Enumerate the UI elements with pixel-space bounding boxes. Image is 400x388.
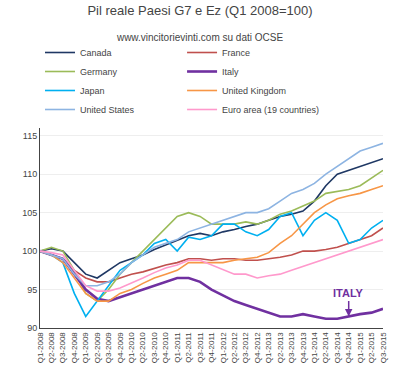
svg-text:Q1-2008: Q1-2008 [36,332,45,364]
svg-text:100: 100 [22,246,37,256]
svg-text:France: France [222,48,250,58]
svg-text:Q4-2011: Q4-2011 [207,332,216,363]
svg-text:www.vincitorievinti.com su dat: www.vincitorievinti.com su dati OCSE [116,32,283,43]
svg-text:Q1-2009: Q1-2009 [81,332,90,364]
svg-text:Q1-2011: Q1-2011 [173,332,182,363]
svg-text:Euro area (19 countries): Euro area (19 countries) [222,105,319,115]
svg-text:Q3-2015: Q3-2015 [379,332,388,364]
svg-text:Q1-2014: Q1-2014 [310,332,319,364]
svg-text:Q4-2014: Q4-2014 [344,332,353,364]
svg-text:Q3-2008: Q3-2008 [58,332,67,364]
svg-text:Q1-2015: Q1-2015 [356,332,365,364]
svg-text:Q4-2012: Q4-2012 [253,332,262,364]
svg-text:Q2-2010: Q2-2010 [139,332,148,364]
svg-text:Canada: Canada [80,48,112,58]
svg-text:Germany: Germany [80,67,118,77]
svg-text:95: 95 [27,285,37,295]
svg-text:105: 105 [22,208,37,218]
svg-text:Q4-2010: Q4-2010 [161,332,170,364]
svg-text:Q1-2010: Q1-2010 [127,332,136,364]
svg-text:115: 115 [23,131,37,141]
svg-text:Q2-2015: Q2-2015 [367,332,376,364]
svg-text:Q4-2009: Q4-2009 [116,332,125,364]
svg-text:Q3-2014: Q3-2014 [333,332,342,364]
svg-text:110: 110 [23,169,37,179]
svg-text:Pil reale Paesi G7 e Ez (Q1 20: Pil reale Paesi G7 e Ez (Q1 2008=100) [87,3,312,18]
svg-text:Q3-2012: Q3-2012 [241,332,250,364]
svg-text:Q3-2009: Q3-2009 [104,332,113,364]
svg-text:Q2-2012: Q2-2012 [230,332,239,364]
svg-text:Q4-2013: Q4-2013 [299,332,308,364]
svg-text:Japan: Japan [80,86,105,96]
svg-text:Q3-2011: Q3-2011 [196,332,205,363]
svg-text:Q1-2013: Q1-2013 [264,332,273,364]
svg-text:Q3-2010: Q3-2010 [150,332,159,364]
svg-text:Italy: Italy [222,67,239,77]
svg-text:Q2-2013: Q2-2013 [276,332,285,364]
svg-text:Q2-2011: Q2-2011 [184,332,193,363]
svg-text:Q1-2012: Q1-2012 [219,332,228,364]
svg-text:Q4-2008: Q4-2008 [70,332,79,364]
svg-text:Q2-2014: Q2-2014 [321,332,330,364]
svg-text:United States: United States [80,105,135,115]
svg-text:ITALY: ITALY [333,287,364,299]
svg-text:United Kingdom: United Kingdom [222,86,286,96]
svg-text:Q3-2013: Q3-2013 [287,332,296,364]
svg-text:90: 90 [27,323,37,333]
svg-text:Q2-2008: Q2-2008 [47,332,56,364]
svg-text:Q2-2009: Q2-2009 [93,332,102,364]
